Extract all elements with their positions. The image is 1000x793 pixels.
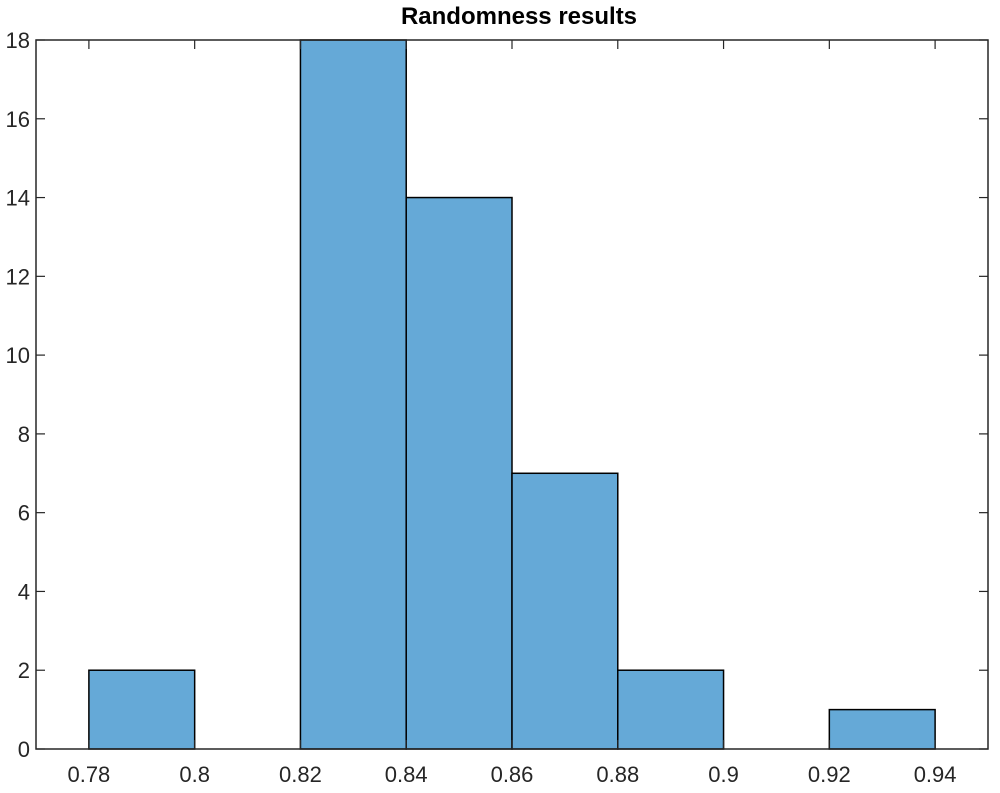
y-tick-label: 16 <box>6 107 30 132</box>
y-tick-label: 6 <box>18 501 30 526</box>
histogram-bar <box>617 669 725 750</box>
y-tick-label: 14 <box>6 186 30 211</box>
histogram-bar <box>405 196 513 750</box>
y-tick-label: 8 <box>18 422 30 447</box>
x-tick-label: 0.8 <box>179 762 210 787</box>
tick-labels-group: 0.78 0.8 0.82 0.84 0.86 0.88 0.9 0.92 0.94 0 2 4 6 8 1… <box>6 28 957 787</box>
x-tick-label: 0.92 <box>808 762 851 787</box>
y-tick-label: 2 <box>18 658 30 683</box>
histogram-bar <box>828 708 936 750</box>
bars-group <box>88 39 936 750</box>
x-tick-label: 0.78 <box>67 762 110 787</box>
chart-title: Randomness results <box>401 3 637 30</box>
y-tick-label: 0 <box>18 737 30 762</box>
y-tick-label: 10 <box>6 343 30 368</box>
x-tick-label: 0.86 <box>491 762 534 787</box>
histogram-bar <box>511 472 619 750</box>
x-tick-label: 0.88 <box>596 762 639 787</box>
x-tick-label: 0.82 <box>279 762 322 787</box>
y-tick-label: 12 <box>6 264 30 289</box>
x-tick-label: 0.9 <box>708 762 739 787</box>
y-tick-label: 4 <box>18 579 30 604</box>
histogram-bar <box>88 669 196 750</box>
axes-box <box>35 39 989 750</box>
x-tick-label: 0.94 <box>914 762 957 787</box>
histogram-bar <box>299 39 407 750</box>
x-tick-label: 0.84 <box>385 762 428 787</box>
y-tick-label: 18 <box>6 28 30 53</box>
